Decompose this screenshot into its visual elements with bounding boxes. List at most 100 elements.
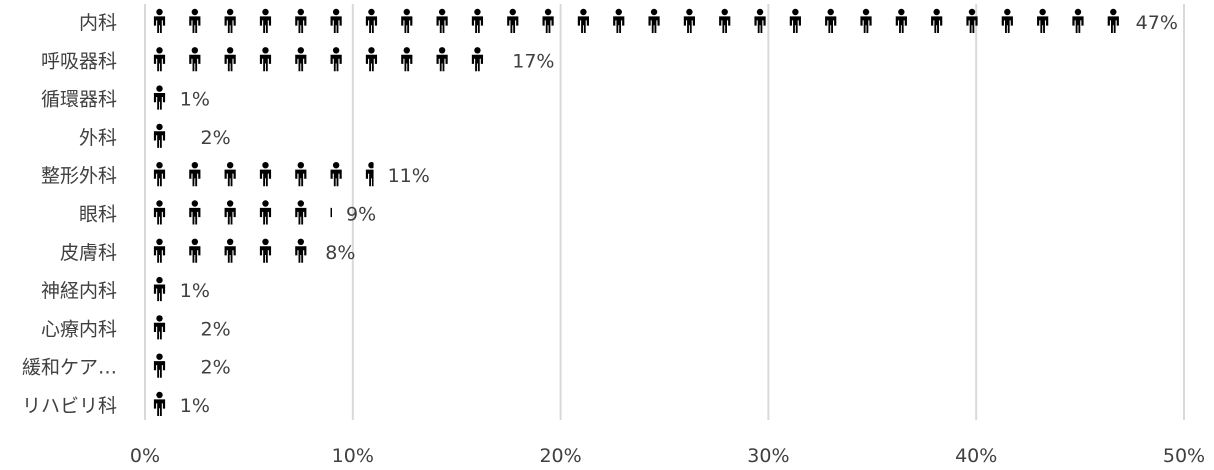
x-axis-ticks: 0% 10% 20% 30% 40% 50% bbox=[130, 445, 1205, 467]
data-label: 1% bbox=[180, 89, 210, 111]
person-icon bbox=[1072, 8, 1084, 34]
person-icon bbox=[860, 8, 872, 34]
person-icon bbox=[295, 200, 307, 225]
category-label: 眼科 bbox=[79, 204, 117, 226]
person-icon bbox=[259, 8, 272, 34]
person-icon bbox=[189, 8, 201, 34]
bar-1 bbox=[153, 47, 484, 72]
category-label: 呼吸器科 bbox=[41, 50, 117, 72]
person-icon bbox=[224, 162, 236, 187]
person-icon bbox=[365, 8, 378, 34]
person-icon bbox=[153, 353, 166, 378]
category-label: 緩和ケア… bbox=[22, 357, 117, 379]
data-label: 2% bbox=[201, 318, 231, 340]
category-label: 心療内科 bbox=[41, 318, 117, 340]
person-icon bbox=[259, 162, 272, 187]
data-label: 1% bbox=[180, 280, 210, 302]
bars bbox=[153, 8, 1119, 416]
category-label: 整形外科 bbox=[41, 165, 117, 187]
person-icon bbox=[224, 238, 236, 263]
person-icon bbox=[189, 200, 201, 225]
person-icon bbox=[1037, 8, 1049, 34]
person-icon bbox=[153, 315, 166, 340]
person-icon bbox=[259, 238, 272, 263]
bar-3 bbox=[153, 123, 166, 148]
person-icon bbox=[295, 8, 307, 34]
data-label: 8% bbox=[325, 242, 355, 264]
data-label: 2% bbox=[201, 127, 231, 149]
person-icon bbox=[189, 238, 201, 263]
person-icon bbox=[436, 8, 448, 34]
person-icon bbox=[189, 47, 201, 72]
person-icon bbox=[224, 8, 236, 34]
data-label: 9% bbox=[346, 204, 376, 226]
data-labels: 47% 17% 1% 2% 11% 9% 8% 1% 2% 2% 1% bbox=[180, 12, 1178, 417]
person-icon bbox=[471, 8, 484, 34]
person-icon bbox=[471, 47, 484, 72]
data-label: 2% bbox=[201, 357, 231, 379]
person-icon bbox=[577, 8, 590, 34]
person-icon bbox=[719, 8, 731, 34]
data-label: 47% bbox=[1136, 12, 1178, 34]
person-icon bbox=[754, 8, 766, 34]
person-icon bbox=[789, 8, 801, 34]
person-icon bbox=[895, 8, 907, 34]
person-icon bbox=[153, 123, 166, 148]
person-icon bbox=[224, 47, 236, 72]
person-icon bbox=[153, 200, 166, 225]
bar-7 bbox=[153, 276, 166, 302]
person-icon bbox=[931, 8, 943, 34]
person-icon bbox=[153, 276, 166, 302]
x-tick-label: 0% bbox=[130, 445, 160, 467]
category-label: リハビリ科 bbox=[22, 395, 117, 417]
person-icon bbox=[825, 8, 837, 34]
person-icon bbox=[153, 162, 166, 187]
person-icon bbox=[330, 162, 342, 187]
category-label: 内科 bbox=[79, 12, 117, 34]
bar-2 bbox=[153, 85, 166, 110]
person-icon bbox=[330, 200, 333, 225]
person-icon bbox=[683, 8, 695, 34]
person-icon bbox=[1107, 8, 1119, 34]
data-label: 1% bbox=[180, 395, 210, 417]
category-label: 皮膚科 bbox=[60, 242, 117, 264]
person-icon bbox=[365, 47, 378, 72]
category-label: 循環器科 bbox=[41, 89, 117, 111]
bar-9 bbox=[153, 353, 166, 378]
person-icon bbox=[259, 200, 272, 225]
person-icon bbox=[153, 391, 166, 416]
data-label: 11% bbox=[388, 165, 430, 187]
person-icon bbox=[153, 8, 166, 34]
person-icon bbox=[330, 8, 342, 34]
x-tick-label: 50% bbox=[1163, 445, 1205, 467]
category-label: 外科 bbox=[79, 127, 117, 149]
person-icon bbox=[613, 8, 625, 34]
person-icon bbox=[259, 47, 272, 72]
x-tick-label: 30% bbox=[747, 445, 789, 467]
person-icon bbox=[295, 162, 307, 187]
bar-0 bbox=[153, 8, 1119, 34]
bar-8 bbox=[153, 315, 166, 340]
person-icon bbox=[1001, 8, 1013, 34]
person-icon bbox=[153, 47, 166, 72]
person-icon bbox=[224, 200, 236, 225]
x-tick-label: 40% bbox=[955, 445, 997, 467]
x-tick-label: 10% bbox=[332, 445, 374, 467]
person-icon bbox=[507, 8, 519, 34]
person-icon bbox=[330, 47, 342, 72]
person-icon bbox=[295, 238, 307, 263]
bar-10 bbox=[153, 391, 166, 416]
person-icon bbox=[153, 85, 166, 110]
person-icon bbox=[295, 47, 307, 72]
person-icon bbox=[401, 47, 413, 72]
data-label: 17% bbox=[512, 50, 554, 72]
bar-5 bbox=[153, 200, 333, 225]
person-icon bbox=[648, 8, 660, 34]
person-icon bbox=[365, 162, 374, 187]
gridlines bbox=[144, 4, 1185, 420]
person-icon bbox=[436, 47, 448, 72]
bar-6 bbox=[153, 238, 307, 263]
person-icon bbox=[542, 8, 554, 34]
